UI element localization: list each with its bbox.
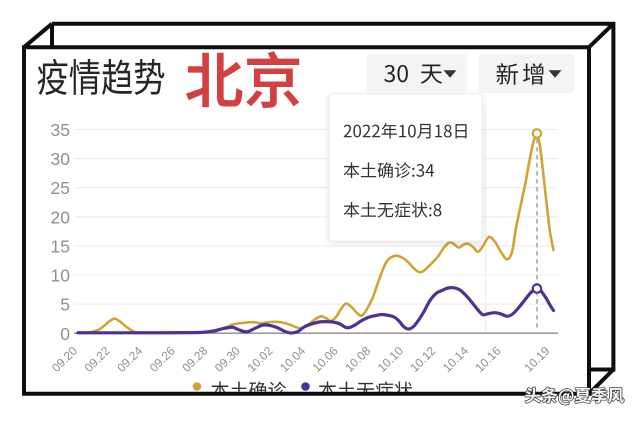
svg-text:5: 5 <box>60 295 70 315</box>
svg-text:25: 25 <box>51 178 70 198</box>
svg-text:20: 20 <box>51 207 71 227</box>
svg-text:35: 35 <box>51 120 70 140</box>
svg-text:0: 0 <box>60 324 70 344</box>
svg-text:10: 10 <box>51 266 71 286</box>
svg-text:30: 30 <box>51 149 71 169</box>
svg-text:15: 15 <box>51 236 70 256</box>
